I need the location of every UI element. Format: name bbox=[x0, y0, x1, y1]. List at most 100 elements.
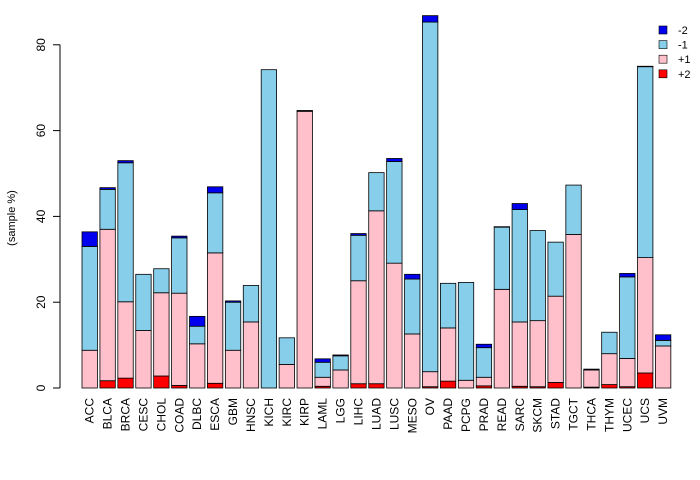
bar-segment bbox=[386, 262, 403, 389]
bar-segment bbox=[368, 383, 385, 389]
bar-segment bbox=[637, 257, 654, 374]
bar-segment bbox=[619, 276, 636, 359]
x-tick-label: CESC bbox=[136, 398, 150, 432]
bar-segment bbox=[350, 280, 367, 385]
bar-segment bbox=[117, 160, 134, 164]
bar-segment bbox=[439, 327, 457, 382]
legend-swatch bbox=[658, 40, 668, 49]
bar-segment bbox=[350, 234, 367, 282]
x-tick-label: MESO bbox=[405, 398, 419, 433]
x-tick-label: STAD bbox=[549, 398, 563, 429]
x-tick-label: PCPG bbox=[459, 398, 473, 432]
bar-segment bbox=[135, 330, 152, 389]
bar-segment bbox=[314, 358, 331, 363]
x-tick-label: PAAD bbox=[441, 398, 455, 430]
bar-segment bbox=[224, 300, 242, 303]
bar-segment bbox=[565, 234, 582, 389]
bar-segment bbox=[368, 172, 385, 212]
bar-segment bbox=[153, 268, 170, 294]
bar-segment bbox=[422, 21, 439, 373]
bar-segment bbox=[350, 383, 367, 389]
bar-segment bbox=[601, 331, 618, 355]
x-tick-label: HNSC bbox=[244, 398, 258, 432]
bar-segment bbox=[457, 282, 475, 381]
x-tick-label: OV bbox=[423, 398, 437, 415]
bar-segment bbox=[493, 226, 510, 290]
x-tick-label: KIRP bbox=[298, 398, 312, 426]
x-tick-label: THYM bbox=[602, 398, 616, 432]
bar-segment bbox=[242, 285, 260, 323]
bar-segment bbox=[99, 380, 116, 389]
bar-segment bbox=[457, 379, 475, 389]
bar-segment bbox=[278, 337, 295, 365]
bar-segment bbox=[511, 321, 528, 387]
bar-segment bbox=[171, 237, 188, 294]
bar-segment bbox=[99, 228, 116, 382]
x-tick-label: LAML bbox=[316, 398, 330, 430]
bar-segment bbox=[404, 273, 421, 280]
x-tick-label: PRAD bbox=[477, 398, 491, 432]
bar-segment bbox=[153, 375, 170, 389]
bar-segment bbox=[332, 369, 349, 389]
bar-segment bbox=[207, 186, 224, 194]
bar-segment bbox=[637, 372, 654, 389]
legend-swatch bbox=[658, 54, 668, 64]
x-tick-label: KIRC bbox=[280, 398, 294, 427]
bar-segment bbox=[439, 282, 457, 329]
x-tick-label: UCEC bbox=[620, 398, 634, 432]
bar-segment bbox=[475, 376, 493, 387]
x-tick-label: GBM bbox=[226, 398, 240, 425]
bar-segment bbox=[637, 65, 654, 68]
x-tick-label: ESCA bbox=[208, 398, 222, 431]
bar-segment bbox=[99, 188, 116, 230]
bar-segment bbox=[493, 226, 510, 228]
bar-segment bbox=[224, 301, 242, 351]
x-tick-label: UVM bbox=[656, 398, 670, 425]
bar-segment bbox=[242, 321, 260, 389]
bar-segment bbox=[117, 377, 134, 389]
bar-segment bbox=[655, 334, 672, 341]
x-tick-label: KICH bbox=[262, 398, 276, 427]
bar-segment bbox=[619, 273, 636, 278]
x-tick-label: LUAD bbox=[369, 398, 383, 430]
bar-segment bbox=[475, 343, 493, 349]
bar-segment bbox=[224, 349, 242, 389]
bar-segment bbox=[278, 363, 295, 389]
bar-segment bbox=[81, 231, 98, 247]
bar-segment bbox=[189, 315, 206, 327]
bar-segment bbox=[637, 66, 654, 258]
bar-segment bbox=[529, 320, 546, 388]
bar-segment bbox=[655, 345, 672, 389]
bar-segment bbox=[81, 246, 98, 351]
bar-segment bbox=[296, 110, 313, 112]
y-tick-label: 20 bbox=[34, 295, 48, 309]
bar-segment bbox=[153, 292, 170, 377]
x-tick-label: LGG bbox=[334, 398, 348, 423]
bar-segment bbox=[207, 252, 224, 384]
bar-segment bbox=[547, 295, 564, 383]
bar-segment bbox=[565, 184, 582, 235]
x-tick-label: TGCT bbox=[567, 397, 581, 430]
bar-segment bbox=[404, 333, 421, 389]
bar-segment bbox=[404, 278, 421, 335]
bar-segment bbox=[511, 209, 528, 323]
bar-segment bbox=[314, 361, 331, 378]
legend-label: +1 bbox=[678, 54, 691, 66]
x-axis-labels: ACC BLCA BRCA CESC CHOL COAD DLBC ESCA GBM HNSC KI… bbox=[83, 397, 670, 433]
y-tick-label: 80 bbox=[34, 38, 48, 52]
bar-segment bbox=[439, 380, 457, 389]
bar-segment bbox=[547, 382, 564, 389]
bar-segment bbox=[529, 230, 546, 322]
bar-segment bbox=[547, 241, 564, 297]
bar-segment bbox=[171, 235, 188, 239]
legend-label: +2 bbox=[678, 69, 691, 81]
legend-swatch bbox=[658, 25, 668, 35]
bar-segment bbox=[386, 158, 403, 162]
bar-segment bbox=[601, 353, 618, 385]
bar-segment bbox=[189, 343, 206, 389]
x-tick-label: READ bbox=[495, 398, 509, 432]
x-tick-label: UCS bbox=[638, 398, 652, 423]
bar-segment bbox=[189, 325, 206, 345]
bar-segment bbox=[350, 233, 367, 236]
